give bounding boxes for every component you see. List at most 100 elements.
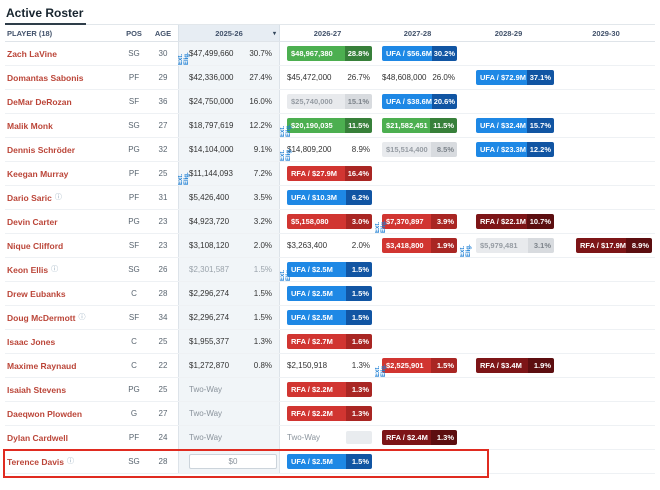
column-header-label: AGE: [154, 28, 172, 38]
column-header-2026-27[interactable]: 2026-27: [280, 25, 375, 41]
column-header-2025-26[interactable]: 2025-26 ▾: [178, 25, 280, 41]
table-row: Isaac Jones C 25 $1,955,377 1.3% RFA / $2.7M 1…: [5, 330, 655, 354]
season-2025-26-cell: [178, 450, 280, 473]
player-cell: Doug McDermott ⓘ: [5, 306, 120, 329]
season-cell-y2028: [460, 90, 557, 113]
table-row: Drew Eubanks C 28 $2,296,274 1.5% UFA / $2.5M…: [5, 282, 655, 306]
season-cell-y2028: UFA / $23.3M 12.2%: [460, 138, 557, 161]
contract-badge-red: RFA / $27.9M 16.4%: [287, 166, 372, 181]
player-note-icon: ⓘ: [67, 458, 75, 465]
season-cell-y2029: RFA / $17.9M 8.9%: [557, 234, 655, 257]
contract-value: $3,263,400 2.0%: [287, 241, 372, 250]
season-2025-26-cell: $14,104,000 9.1%: [178, 138, 280, 161]
player-link[interactable]: Dario Saric: [7, 192, 52, 203]
column-header-age[interactable]: AGE: [148, 25, 178, 41]
season-cell-y2027: Ext. Elig. $7,370,897 3.9%: [375, 210, 460, 233]
player-cell: Nique Clifford: [5, 234, 120, 257]
salary-input[interactable]: [189, 454, 277, 469]
player-link[interactable]: Maxime Raynaud: [7, 360, 77, 371]
contract-badge-pct: 15.7%: [526, 118, 554, 133]
column-header-label: 2026-27: [313, 28, 342, 38]
player-link[interactable]: Domantas Sabonis: [7, 72, 84, 83]
column-header-2028-29[interactable]: 2028-29: [460, 25, 557, 41]
player-link[interactable]: Dylan Cardwell: [7, 432, 68, 443]
contract-badge-label: RFA / $2.7M: [287, 334, 346, 349]
player-link[interactable]: Daeqwon Plowden: [7, 408, 83, 419]
column-header-label: 2028-29: [494, 28, 523, 38]
position-cell: PG: [128, 145, 140, 154]
table-row: Dylan Cardwell PF 24 Two-Way Two-Way RFA / $2…: [5, 426, 655, 450]
season-cell-y2029: [557, 282, 655, 305]
season-2025-26-cell: $5,426,400 3.5%: [178, 186, 280, 209]
player-link[interactable]: Nique Clifford: [7, 240, 64, 251]
player-cell: Dylan Cardwell: [5, 426, 120, 449]
column-header-pos[interactable]: POS: [120, 25, 148, 41]
player-link[interactable]: Zach LaVine: [7, 48, 57, 59]
cap-pct: 27.4%: [249, 73, 272, 82]
season-cell-y2029: [557, 90, 655, 113]
column-header-2029-30[interactable]: 2029-30: [557, 25, 655, 41]
contract-badge-label: RFA / $22.1M: [476, 214, 527, 229]
player-link[interactable]: Doug McDermott: [7, 312, 76, 323]
age-cell: 22: [158, 361, 168, 370]
contract-badge-label: UFA / $38.6M: [382, 94, 432, 109]
player-note-icon: ⓘ: [54, 194, 62, 201]
player-link[interactable]: Dennis Schröder: [7, 144, 76, 155]
column-header-player[interactable]: PLAYER (18): [5, 25, 120, 41]
table-row: Dennis Schröder PG 32 $14,104,000 9.1% Ext. E…: [5, 138, 655, 162]
season-cell-y2028: [460, 282, 557, 305]
season-2025-26-cell: $1,955,377 1.3%: [178, 330, 280, 353]
empty-chip: [346, 431, 372, 444]
age-cell: 28: [158, 457, 168, 466]
position-cell: C: [131, 337, 137, 346]
contract-badge-pct: 15.1%: [344, 94, 372, 109]
column-header-label: 2027-28: [403, 28, 432, 38]
contract-badge-label: RFA / $2.4M: [382, 430, 431, 445]
player-link[interactable]: Keon Ellis: [7, 264, 49, 275]
contract-badge-blue: UFA / $32.4M 15.7%: [476, 118, 554, 133]
contract-value: $45,472,000 26.7%: [287, 73, 372, 82]
contract-badge-red: RFA / $2.7M 1.6%: [287, 334, 372, 349]
contract-badge-label: UFA / $2.5M: [287, 454, 346, 469]
age-cell: 25: [158, 385, 168, 394]
player-link[interactable]: Isaac Jones: [7, 336, 56, 347]
column-header-2027-28[interactable]: 2027-28: [375, 25, 460, 41]
position-cell: PF: [128, 73, 140, 82]
age-cell: 23: [158, 217, 168, 226]
player-link[interactable]: Keegan Murray: [7, 168, 69, 179]
season-2025-26-cell: Ext. Elig. $47,499,660 30.7%: [178, 42, 280, 65]
season-cell-y2028: Ext. Elig. $5,979,481 3.1%: [460, 234, 557, 257]
column-header-label: 2029-30: [592, 28, 620, 38]
season-cell-y2026: $2,150,918 1.3%: [280, 354, 375, 377]
player-link[interactable]: Drew Eubanks: [7, 288, 66, 299]
season-cell-y2027: Ext. Elig. $2,525,901 1.5%: [375, 354, 460, 377]
contract-badge-label: $21,582,451: [382, 118, 431, 133]
season-cell-y2028: [460, 258, 557, 281]
season-cell-y2027: UFA / $38.6M 20.6%: [375, 90, 460, 113]
season-2025-26-cell: $18,797,619 12.2%: [178, 114, 280, 137]
player-link[interactable]: Malik Monk: [7, 120, 53, 131]
age-cell: 25: [158, 337, 168, 346]
contract-value: $14,809,200 8.9%: [287, 145, 372, 154]
player-link[interactable]: Isaiah Stevens: [7, 384, 67, 395]
player-link[interactable]: Terence Davis: [7, 456, 65, 467]
salary-value: $5,426,400: [189, 193, 230, 202]
player-link[interactable]: Devin Carter: [7, 216, 58, 227]
cap-pct: 1.5%: [253, 313, 272, 322]
contract-badge-pct: 28.8%: [344, 46, 372, 61]
contract-badge-grey: $5,979,481 3.1%: [476, 238, 554, 253]
salary-value: $14,809,200: [287, 145, 332, 154]
season-cell-y2026: Two-Way: [280, 426, 375, 449]
season-cell-y2026: RFA / $2.7M 1.6%: [280, 330, 375, 353]
contract-badge-label: RFA / $17.9M: [576, 238, 626, 253]
contract-badge-label: $7,370,897: [382, 214, 431, 229]
ext-eligible-label: Ext. Elig.: [280, 124, 292, 137]
contract-badge-pct: 1.3%: [346, 406, 372, 421]
contract-badge-darkred: RFA / $17.9M 8.9%: [576, 238, 652, 253]
player-link[interactable]: DeMar DeRozan: [7, 96, 72, 107]
age-cell: 24: [158, 433, 168, 442]
salary-value: $3,263,400: [287, 241, 328, 250]
season-cell-y2026: UFA / $2.5M 1.5%: [280, 282, 375, 305]
contract-badge-red: RFA / $2.2M 1.3%: [287, 406, 372, 421]
contract-badge-label: UFA / $2.5M: [287, 310, 346, 325]
